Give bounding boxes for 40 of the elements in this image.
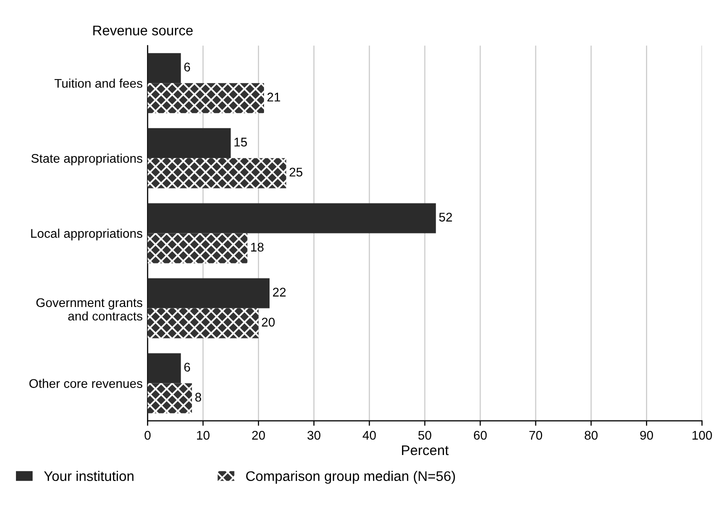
x-tick-label: 10 — [197, 430, 210, 440]
bar — [148, 83, 264, 114]
data-label: 21 — [267, 92, 280, 102]
y-tick-label: Government grants and contracts — [36, 298, 142, 321]
y-tick-label: Tuition and fees — [54, 78, 142, 88]
x-axis-title: Percent — [402, 445, 449, 456]
data-label: 15 — [234, 138, 247, 147]
bar — [148, 233, 248, 264]
x-tick-label: 20 — [252, 430, 265, 440]
bar — [148, 383, 192, 414]
bar — [148, 353, 181, 384]
bar — [148, 203, 436, 234]
bar — [148, 53, 181, 84]
data-label: 18 — [251, 242, 264, 252]
data-label: 25 — [290, 168, 302, 177]
x-tick-label: 30 — [307, 430, 320, 440]
legend-label: Your institution — [44, 470, 134, 482]
x-tick-label: 70 — [529, 430, 542, 440]
x-tick-label: 100 — [692, 430, 712, 440]
data-label: 20 — [262, 318, 275, 327]
data-label: 52 — [439, 212, 452, 222]
bar — [148, 158, 286, 188]
x-tick-label: 40 — [362, 430, 376, 440]
y-tick-label: Other core revenues — [29, 378, 142, 388]
data-label: 6 — [184, 62, 190, 72]
legend-label: Comparison group median (N=56) — [246, 470, 455, 484]
y-axis-title: Revenue source — [93, 26, 193, 36]
x-tick-label: 50 — [418, 430, 432, 440]
y-tick-label: State appropriations — [31, 154, 142, 166]
data-label: 22 — [272, 288, 286, 296]
x-tick-label: 0 — [144, 430, 151, 440]
bar — [148, 128, 231, 158]
x-tick-label: 60 — [474, 430, 487, 440]
y-tick-label: Local appropriations — [31, 228, 142, 240]
x-tick-label: 90 — [640, 430, 654, 440]
bar — [148, 308, 258, 338]
bar — [148, 278, 270, 308]
data-label: 6 — [184, 362, 190, 372]
x-tick-label: 80 — [584, 430, 598, 440]
data-label: 8 — [195, 392, 202, 402]
